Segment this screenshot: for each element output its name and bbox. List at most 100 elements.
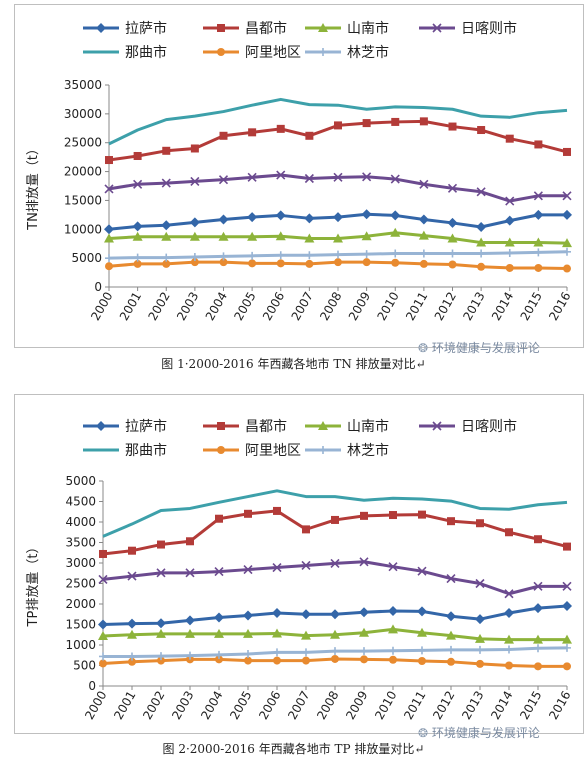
- tp-data-point: [214, 567, 224, 577]
- tp-data-point: [214, 628, 224, 638]
- tp-data-point: [185, 568, 195, 578]
- tp-data-point: [388, 624, 398, 634]
- tp-data-point: [244, 509, 252, 518]
- tp-data-point: [475, 578, 485, 589]
- tn-x-tick-label: 2013: [460, 290, 487, 323]
- tp-x-tick-label: 2001: [111, 689, 138, 722]
- tn-series: [105, 247, 571, 263]
- tp-x-tick-label: 2015: [517, 689, 544, 722]
- tn-data-point: [418, 214, 429, 225]
- tp-data-point: [446, 574, 456, 584]
- tp-data-point: [273, 648, 281, 657]
- tp-x-tick-label: 2006: [256, 689, 283, 722]
- tp-data-point: [389, 646, 397, 655]
- tp-data-point: [533, 603, 543, 614]
- tn-data-point: [562, 209, 572, 220]
- tp-y-tick-label: 2000: [65, 597, 96, 611]
- tp-legend-marker: [319, 446, 327, 454]
- tp-legend-label: 山南市: [347, 418, 389, 435]
- tp-legend-item: 日喀则市: [419, 418, 517, 435]
- tn-data-point: [505, 196, 515, 206]
- tp-data-point: [447, 657, 455, 666]
- tn-data-point: [162, 146, 171, 155]
- tn-legend-item: 山南市: [305, 20, 389, 37]
- tn-legend-marker: [432, 23, 442, 33]
- tp-data-point: [272, 608, 282, 619]
- tp-data-point: [504, 634, 514, 644]
- tp-data-point: [272, 628, 282, 638]
- tp-data-point: [156, 618, 166, 629]
- tn-data-point: [304, 213, 315, 224]
- tp-data-point: [562, 601, 572, 612]
- tn-data-point: [391, 117, 400, 126]
- tn-data-point: [276, 259, 285, 268]
- tp-caption-text: 图 2·2000-2016 年西藏各地市 TP 排放量对比↵: [162, 742, 425, 756]
- tn-data-point: [247, 231, 258, 241]
- tn-y-tick-label: 5000: [71, 251, 102, 265]
- tp-data-point: [417, 627, 427, 637]
- tn-data-point: [361, 209, 372, 220]
- tp-data-point: [156, 628, 166, 638]
- tp-data-point: [301, 609, 311, 620]
- tn-x-tick-label: 2003: [174, 290, 201, 323]
- tp-data-point: [330, 609, 340, 620]
- tn-data-point: [219, 252, 228, 261]
- tp-data-point: [98, 574, 108, 584]
- tp-y-tick-label: 1000: [65, 638, 96, 652]
- tn-legend-label: 昌都市: [245, 20, 287, 37]
- tn-series: [108, 97, 568, 146]
- tn-series-line: [108, 173, 567, 203]
- tp-series: [98, 557, 572, 599]
- tn-data-point: [161, 231, 172, 241]
- tn-legend-marker: [217, 24, 225, 32]
- tn-x-tick-label: 2016: [546, 290, 573, 323]
- tp-data-point: [302, 648, 310, 657]
- tn-legend-item: 阿里地区: [203, 45, 301, 61]
- tn-x-tick-label: 2004: [203, 290, 230, 323]
- tp-y-tick-label: 3500: [65, 536, 96, 550]
- tn-data-point: [504, 215, 515, 226]
- tp-data-point: [157, 540, 165, 549]
- tn-data-point: [133, 253, 142, 262]
- tp-data-point: [389, 511, 397, 520]
- tn-data-point: [533, 237, 544, 247]
- tp-y-tick-label: 5000: [65, 474, 96, 488]
- tp-data-point: [186, 537, 194, 546]
- tn-data-point: [505, 134, 514, 143]
- tp-data-point: [389, 655, 397, 664]
- tn-data-point: [391, 258, 400, 267]
- tp-data-point: [243, 564, 253, 575]
- tn-data-point: [534, 140, 543, 149]
- tn-legend-label: 山南市: [347, 20, 389, 37]
- tp-series-line: [102, 489, 568, 538]
- tp-data-point: [157, 656, 165, 665]
- tp-data-point: [504, 589, 514, 599]
- tn-data-point: [190, 176, 200, 186]
- tn-data-point: [305, 251, 314, 260]
- tp-data-point: [360, 511, 368, 520]
- tp-data-point: [418, 646, 426, 655]
- tp-legend-item: 阿里地区: [203, 443, 301, 459]
- tp-data-point: [302, 656, 310, 665]
- tp-x-tick-label: 2000: [82, 689, 109, 722]
- tn-legend-label: 拉萨市: [125, 20, 167, 37]
- tn-watermark: ❂ 环境健康与发展评论: [418, 339, 540, 356]
- tn-data-point: [247, 172, 257, 182]
- tp-x-tick-label: 2007: [285, 689, 312, 722]
- tp-series: [98, 624, 572, 644]
- tp-data-point: [533, 581, 543, 591]
- tn-legend-item: 昌都市: [203, 20, 287, 37]
- tp-data-point: [504, 608, 514, 619]
- tp-data-point: [476, 645, 484, 654]
- tn-data-point: [219, 131, 228, 140]
- tp-data-point: [99, 549, 107, 558]
- tn-data-point: [504, 237, 515, 247]
- tp-data-point: [215, 514, 223, 523]
- tn-x-tick-label: 2000: [88, 290, 115, 323]
- tp-y-tick-label: 4000: [65, 515, 96, 529]
- tn-data-point: [362, 119, 371, 128]
- tp-x-tick-label: 2014: [488, 689, 515, 722]
- tp-series: [99, 654, 571, 671]
- tn-data-point: [275, 231, 286, 241]
